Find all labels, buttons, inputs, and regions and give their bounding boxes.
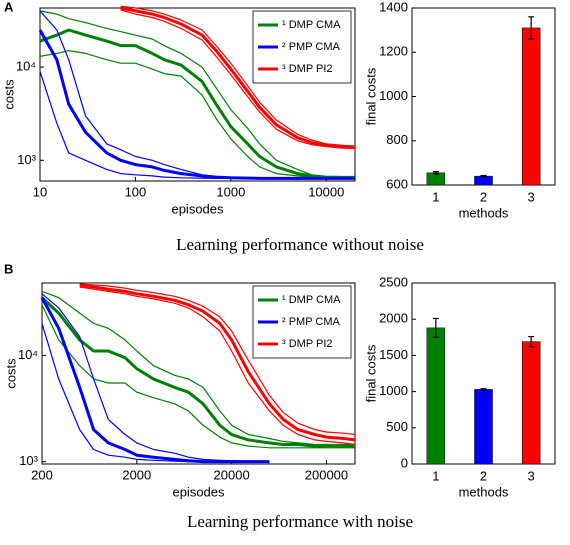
series-line (79, 283, 356, 442)
axes-box (41, 282, 356, 465)
x-tick-label: 1 (432, 189, 439, 204)
x-tick-label: 2 (480, 189, 487, 204)
x-tick-label: 200 (31, 467, 53, 482)
x-tick-label: 2 (480, 468, 487, 483)
legend-label: ¹ DMP CMA (282, 294, 341, 306)
x-tick-label: 1000 (216, 184, 245, 199)
y-tick-label: 1400 (379, 0, 408, 14)
series-line (39, 28, 355, 179)
caption: Learning performance without noise (176, 235, 424, 254)
y-axis-label: costs (3, 358, 18, 389)
y-tick-label: 2500 (379, 274, 408, 289)
y-tick-label: 1200 (379, 44, 408, 59)
bar (426, 327, 446, 465)
x-tick-label: 100 (125, 184, 147, 199)
y-tick-label: 600 (386, 176, 408, 191)
x-tick-label: 3 (528, 468, 535, 483)
bound-line (39, 10, 355, 178)
x-tick-label: 200000 (305, 467, 348, 482)
y-axis-label: costs (1, 79, 16, 110)
legend-label: ² PMP CMA (282, 316, 341, 328)
panel-label: B (4, 261, 13, 276)
y-tick-label: 500 (386, 419, 408, 434)
y-axis-label: final costs (363, 67, 378, 125)
x-tick-label: 2000 (122, 467, 151, 482)
axes-box (39, 7, 356, 182)
y-tick-label: 2000 (379, 311, 408, 326)
x-tick-label: 1 (432, 468, 439, 483)
y-tick-label: 10³ (19, 453, 38, 468)
legend-label: ³ DMP PI2 (282, 338, 333, 350)
y-tick-label: 10⁴ (16, 59, 36, 74)
bound-line (39, 50, 355, 179)
y-axis-label: final costs (363, 344, 378, 402)
x-axis-label: episodes (171, 201, 224, 216)
series-line (40, 296, 355, 448)
bound-line (39, 71, 355, 179)
y-tick-label: 10³ (17, 152, 36, 167)
series-line (38, 29, 355, 180)
series-line (120, 6, 356, 149)
x-tick-label: 10000 (308, 184, 344, 199)
bar (426, 172, 446, 186)
y-tick-label: 800 (386, 132, 408, 147)
caption: Learning performance with noise (187, 512, 413, 531)
x-axis-label: episodes (172, 484, 225, 499)
bound-line (41, 290, 355, 446)
bound-line (79, 283, 356, 436)
series-line (40, 296, 270, 464)
bound-line (120, 5, 356, 147)
x-tick-label: 10 (33, 184, 47, 199)
y-tick-label: 1000 (379, 88, 408, 103)
legend-label: ¹ DMP CMA (282, 19, 341, 31)
bar (521, 341, 541, 465)
x-axis-label: methods (459, 484, 509, 499)
panel-label: A (4, 0, 14, 14)
bound-line (120, 9, 356, 150)
y-tick-label: 1500 (379, 347, 408, 362)
bound-line (79, 286, 356, 446)
y-tick-label: 10⁴ (18, 347, 38, 362)
x-axis-label: methods (459, 205, 509, 220)
bar (474, 389, 493, 465)
bound-line (41, 304, 355, 449)
bar (521, 27, 541, 186)
legend-label: ² PMP CMA (282, 41, 341, 53)
bar (474, 175, 493, 186)
legend-label: ³ DMP PI2 (282, 63, 333, 75)
y-tick-label: 1000 (379, 383, 408, 398)
y-tick-label: 0 (401, 455, 408, 470)
x-tick-label: 20000 (214, 467, 250, 482)
x-tick-label: 3 (528, 189, 535, 204)
